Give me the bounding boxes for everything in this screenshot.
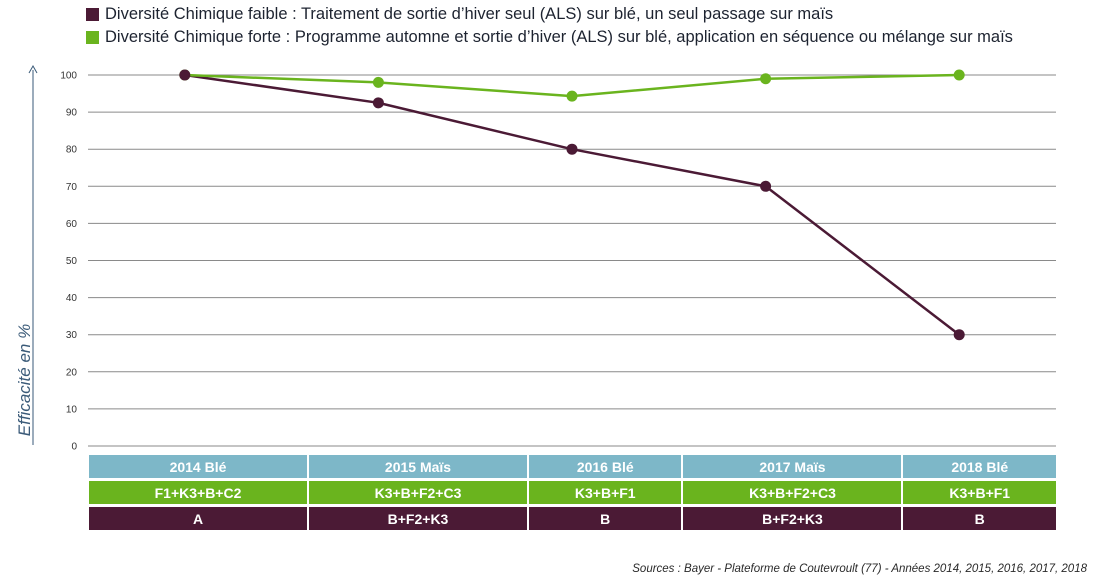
legend-swatch-low-diversity (86, 8, 99, 21)
table-row-high-diversity: F1+K3+B+C2 K3+B+F2+C3 K3+B+F1 K3+B+F2+C3… (89, 481, 1056, 504)
table-cell-year: 2015 Maïs (309, 455, 527, 478)
data-point-high-diversity (372, 76, 384, 88)
table-cell-low-diversity: B+F2+K3 (309, 507, 527, 530)
y-tick-label: 20 (66, 367, 78, 378)
series-line-low-diversity (184, 73, 960, 336)
legend-label-low-diversity: Diversité Chimique faible : Traitement d… (105, 5, 834, 23)
y-tick-label: 50 (66, 256, 78, 267)
table-cell-high-diversity: F1+K3+B+C2 (89, 481, 307, 504)
y-tick-label: 40 (66, 293, 78, 304)
table-cell-high-diversity: K3+B+F1 (903, 481, 1056, 504)
table-row-years: 2014 Blé 2015 Maïs 2016 Blé 2017 Maïs 20… (89, 455, 1056, 478)
data-point-low-diversity (179, 69, 191, 81)
treatment-table: 2014 Blé 2015 Maïs 2016 Blé 2017 Maïs 20… (87, 452, 1058, 533)
y-axis-label: Efficacité en % (15, 323, 34, 437)
table-cell-year: 2017 Maïs (683, 455, 902, 478)
data-point-high-diversity (760, 73, 772, 85)
y-tick-label: 60 (66, 219, 78, 230)
table-cell-high-diversity: K3+B+F2+C3 (309, 481, 527, 504)
table-row-low-diversity: A B+F2+K3 B B+F2+K3 B (89, 507, 1056, 530)
table-cell-low-diversity: B+F2+K3 (683, 507, 902, 530)
table-cell-low-diversity: B (903, 507, 1056, 530)
y-tick-label: 90 (66, 108, 78, 119)
data-point-low-diversity (760, 180, 772, 192)
legend-swatch-high-diversity (86, 31, 99, 44)
table-cell-year: 2014 Blé (89, 455, 307, 478)
legend-label-high-diversity: Diversité Chimique forte : Programme aut… (105, 28, 1013, 46)
data-point-low-diversity (372, 97, 384, 109)
table-cell-low-diversity: B (529, 507, 682, 530)
legend: Diversité Chimique faible : Traitement d… (86, 3, 1013, 49)
table-cell-low-diversity: A (89, 507, 307, 530)
data-point-high-diversity (566, 90, 578, 102)
data-point-low-diversity (953, 329, 965, 341)
table-cell-high-diversity: K3+B+F1 (529, 481, 682, 504)
table-cell-year: 2016 Blé (529, 455, 682, 478)
y-tick-label: 80 (66, 145, 78, 156)
data-point-low-diversity (566, 143, 578, 155)
source-note: Sources : Bayer - Plateforme de Coutevro… (632, 563, 1087, 575)
y-tick-label: 0 (71, 442, 77, 453)
y-axis-arrow-head (28, 64, 38, 74)
y-tick-label: 70 (66, 182, 78, 193)
legend-item-high-diversity: Diversité Chimique forte : Programme aut… (86, 26, 1013, 49)
line-chart: 0 10 20 30 40 50 60 70 80 90 100 (28, 64, 1056, 453)
data-point-high-diversity (953, 69, 965, 81)
y-tick-label: 100 (60, 71, 77, 82)
y-tick-label: 10 (66, 404, 78, 415)
y-tick-label: 30 (66, 330, 78, 341)
table-cell-year: 2018 Blé (903, 455, 1056, 478)
legend-item-low-diversity: Diversité Chimique faible : Traitement d… (86, 3, 1013, 26)
table-cell-high-diversity: K3+B+F2+C3 (683, 481, 902, 504)
